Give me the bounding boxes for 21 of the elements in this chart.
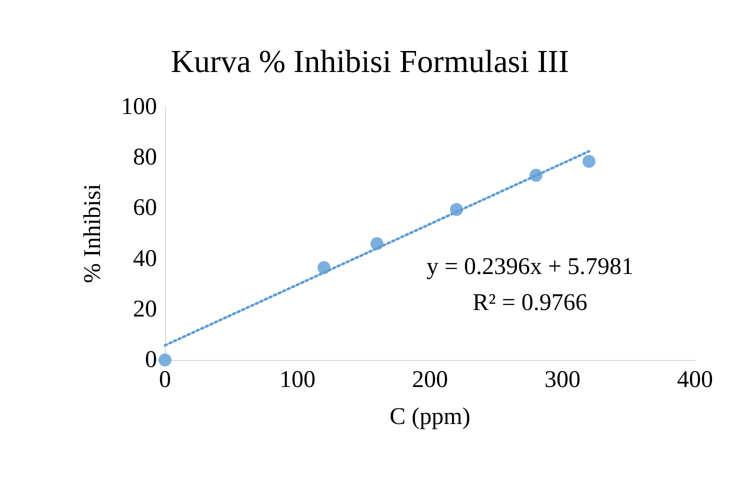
annotation: R² = 0.9766 <box>472 290 588 316</box>
x-tick-label: 300 <box>544 367 580 393</box>
y-tick-label: 0 <box>145 347 157 373</box>
y-tick-label: 100 <box>121 94 157 120</box>
y-axis-title: % Inhibisi <box>80 184 106 284</box>
point <box>370 237 384 250</box>
x-tick-label: 100 <box>280 367 316 393</box>
point <box>582 154 596 168</box>
y-tick-label: 20 <box>133 296 157 322</box>
x-tick-label: 400 <box>677 367 713 393</box>
chart-title: Kurva % Inhibisi Formulasi III <box>170 43 570 79</box>
point <box>530 168 542 182</box>
x-tick-label: 200 <box>412 367 448 393</box>
point <box>158 354 172 366</box>
annotation: y = 0.2396x + 5.7981 <box>426 254 634 280</box>
x-axis-title: C (ppm) <box>390 404 470 430</box>
y-tick-label: 80 <box>133 144 157 171</box>
y-tick-label: 60 <box>133 195 157 222</box>
point <box>450 202 463 216</box>
y-tick-label: 40 <box>133 246 157 272</box>
point <box>318 261 330 274</box>
